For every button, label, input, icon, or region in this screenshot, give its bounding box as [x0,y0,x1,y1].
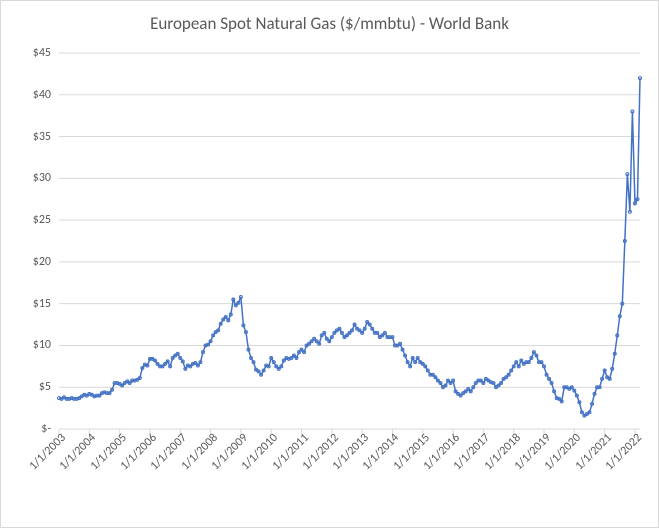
y-axis: $-$5$10$15$20$25$30$35$40$45 [1,53,57,429]
plot-area [59,53,640,429]
plot-svg [59,53,640,429]
x-axis: 1/1/20031/1/20041/1/20051/1/20061/1/2007… [59,431,640,527]
y-tick-label: $20 [33,255,51,269]
y-tick-label: $5 [39,380,51,394]
y-tick-label: $40 [33,88,51,102]
y-tick-label: $45 [33,46,51,60]
data-marker [639,77,642,80]
y-tick-label: $25 [33,213,51,227]
y-tick-label: $- [41,422,51,436]
y-tick-label: $35 [33,130,51,144]
y-tick-label: $10 [33,338,51,352]
y-tick-label: $15 [33,297,51,311]
y-tick-label: $30 [33,171,51,185]
chart-container: European Spot Natural Gas ($/mmbtu) - Wo… [0,0,659,528]
chart-title: European Spot Natural Gas ($/mmbtu) - Wo… [1,1,658,34]
